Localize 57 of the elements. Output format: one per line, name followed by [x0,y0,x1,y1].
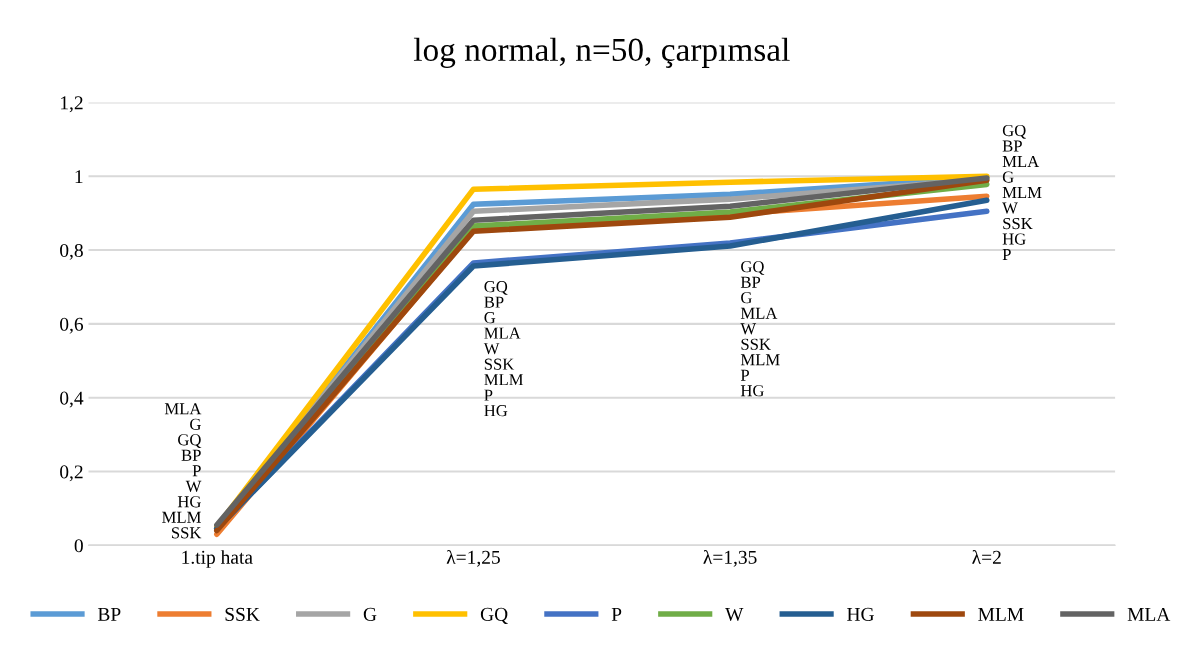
legend-label: HG [847,607,874,621]
text: W [740,323,757,335]
text: MLM [1002,187,1042,198]
legend-label: SSK [225,607,260,621]
text: BP [181,449,201,461]
text: MLA [740,307,778,319]
text: P [484,389,493,401]
text: HG [740,385,764,397]
legend-label: G [363,607,377,621]
text: MLM [162,511,201,523]
x-tick-label: λ=2 [972,549,1001,564]
y-tick-label: 0,8 [60,243,83,260]
text: SSK [741,338,771,350]
y-tick-label: 0,2 [60,465,83,482]
text: G [484,312,496,324]
x-tick-label: λ=1,25 [446,549,500,567]
text: SSK [484,358,515,370]
text: G [190,418,201,430]
text: W [185,480,202,493]
legend-label: BP [97,607,121,621]
text: HG [1002,233,1026,245]
legend-label: GQ [480,607,508,624]
text: SSK [1003,217,1033,230]
text: MLM [740,354,780,366]
text: MLM [484,374,524,386]
y-tick-label: 1 [75,170,83,184]
x-tick-label: 1.tip hata [182,550,253,568]
text: BP [740,276,761,288]
text: HG [484,405,508,417]
chart-title: log normal, n=50, çarpımsal [413,37,790,68]
legend-label: W [725,607,744,622]
text: GQ [1002,124,1026,139]
text: MLA [164,403,202,415]
text: W [483,343,500,355]
legend-label: MLM [978,607,1024,621]
text: MLA [484,327,521,339]
text: MLA [1002,155,1040,167]
y-tick-label: 0,4 [60,391,84,408]
legend-label: P [611,607,622,621]
text: P [1002,249,1011,260]
text: SSK [171,527,202,539]
text: G [741,292,752,304]
text: G [1002,171,1014,183]
legend-label: MLA [1127,607,1171,621]
text: GQ [178,434,202,448]
y-tick-label: 1,2 [61,96,83,113]
text: GQ [484,281,508,295]
text: BP [484,296,504,308]
x-tick-label: λ=1,35 [703,549,757,567]
y-tick-label: 0 [74,539,83,553]
text: P [740,369,749,381]
text: W [1002,202,1018,214]
text: P [192,465,201,477]
y-tick-label: 0,6 [60,317,84,334]
text: GQ [741,261,765,275]
text: HG [177,496,201,508]
text: BP [1002,140,1022,152]
